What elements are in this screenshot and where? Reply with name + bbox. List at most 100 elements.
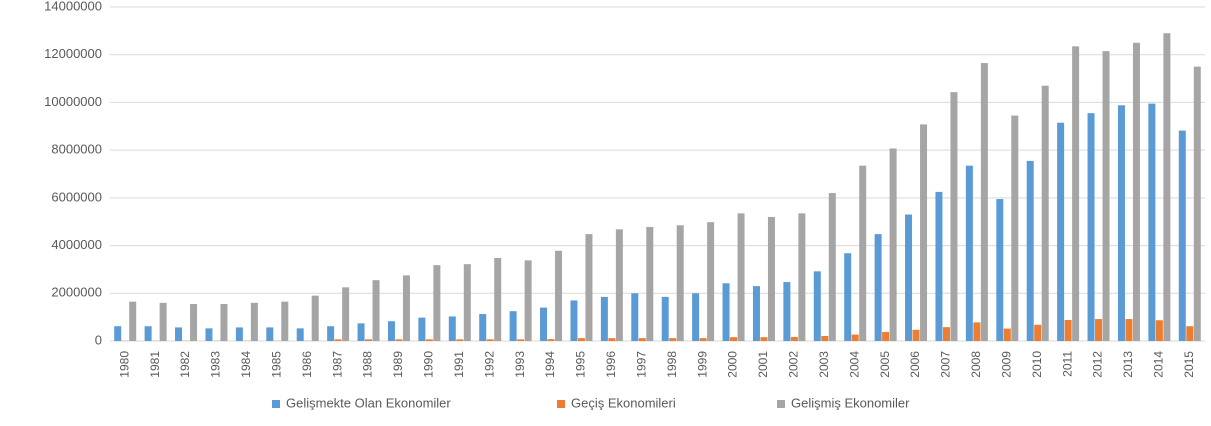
x-tick-label: 2013 — [1121, 351, 1135, 378]
legend-label: Geçiş Ekonomileri — [571, 395, 676, 410]
bar — [890, 148, 897, 341]
x-tick-label: 1995 — [574, 351, 588, 378]
bar — [1125, 319, 1132, 341]
bar — [639, 338, 646, 341]
x-tick-label: 2003 — [817, 351, 831, 378]
bar — [981, 63, 988, 341]
bar — [266, 327, 273, 341]
bar — [966, 166, 973, 341]
x-tick-label: 2012 — [1091, 351, 1105, 378]
bar — [175, 327, 182, 341]
x-tick-label: 1997 — [634, 351, 648, 378]
x-tick-label: 1996 — [604, 351, 618, 378]
bar — [145, 326, 152, 341]
bar — [510, 311, 517, 341]
bar — [190, 304, 197, 341]
bar — [236, 327, 243, 341]
bar — [1011, 116, 1018, 341]
bar — [829, 193, 836, 341]
legend-label: Gelişmekte Olan Ekonomiler — [286, 395, 451, 410]
bar — [205, 328, 212, 341]
x-tick-label: 2002 — [787, 351, 801, 378]
y-tick-label: 2000000 — [51, 285, 102, 300]
bar — [875, 234, 882, 341]
bar — [388, 321, 395, 341]
bar — [935, 192, 942, 341]
bar — [426, 339, 433, 341]
bar — [540, 308, 547, 341]
bar — [798, 213, 805, 341]
bar — [548, 339, 555, 341]
y-tick-label: 10000000 — [44, 94, 102, 109]
bar — [791, 337, 798, 341]
bar — [297, 328, 304, 341]
bar — [1034, 325, 1041, 341]
bar — [760, 337, 767, 341]
bar — [129, 302, 136, 341]
bar — [814, 271, 821, 341]
bar — [1163, 33, 1170, 341]
x-tick-label: 1981 — [148, 351, 162, 378]
bar — [616, 229, 623, 341]
bar — [700, 338, 707, 341]
bar — [707, 222, 714, 341]
bar — [753, 286, 760, 341]
bar — [464, 264, 471, 341]
bar — [525, 260, 532, 341]
x-tick-label: 1980 — [117, 351, 131, 378]
x-tick-label: 1998 — [665, 351, 679, 378]
bar — [730, 337, 737, 341]
x-tick-label: 2006 — [908, 351, 922, 378]
bar — [859, 166, 866, 341]
bar — [449, 316, 456, 341]
x-tick-label: 1985 — [269, 351, 283, 378]
x-tick-label: 2014 — [1152, 351, 1166, 378]
x-tick-label: 1982 — [178, 351, 192, 378]
bar — [1194, 67, 1201, 341]
x-tick-label: 2000 — [726, 351, 740, 378]
bar — [631, 293, 638, 341]
x-tick-label: 1990 — [422, 351, 436, 378]
x-tick-label: 2004 — [847, 351, 861, 378]
bar — [738, 213, 745, 341]
x-tick-label: 2011 — [1060, 351, 1074, 377]
bar — [1072, 46, 1079, 341]
x-tick-label: 2015 — [1182, 351, 1196, 378]
bar — [844, 253, 851, 341]
y-tick-label: 14000000 — [44, 0, 102, 13]
x-tick-label: 2010 — [1030, 351, 1044, 378]
bar — [1186, 326, 1193, 341]
x-tick-label: 1988 — [361, 351, 375, 378]
bar — [852, 335, 859, 341]
bar — [555, 251, 562, 341]
bar — [342, 287, 349, 341]
bar — [160, 303, 167, 341]
bar — [517, 339, 524, 341]
bar — [312, 296, 319, 341]
bar — [783, 282, 790, 341]
legend-label: Gelişmiş Ekonomiler — [791, 395, 910, 410]
legend-swatch — [777, 400, 785, 408]
bar — [585, 234, 592, 341]
bar — [821, 336, 828, 341]
bar — [281, 302, 288, 341]
x-tick-label: 2007 — [939, 351, 953, 378]
x-tick-label: 1983 — [209, 351, 223, 378]
bar — [669, 338, 676, 341]
bar — [395, 339, 402, 341]
bar — [433, 265, 440, 341]
x-tick-label: 2009 — [999, 351, 1013, 378]
bar — [335, 339, 342, 341]
bar — [768, 217, 775, 341]
bar — [1179, 131, 1186, 341]
bar — [677, 225, 684, 341]
y-tick-label: 12000000 — [44, 46, 102, 61]
bar — [913, 330, 920, 341]
bar — [1148, 104, 1155, 341]
bar — [114, 326, 121, 341]
x-tick-label: 1991 — [452, 351, 466, 378]
bar — [920, 124, 927, 341]
bar — [487, 339, 494, 341]
y-tick-label: 8000000 — [51, 142, 102, 157]
